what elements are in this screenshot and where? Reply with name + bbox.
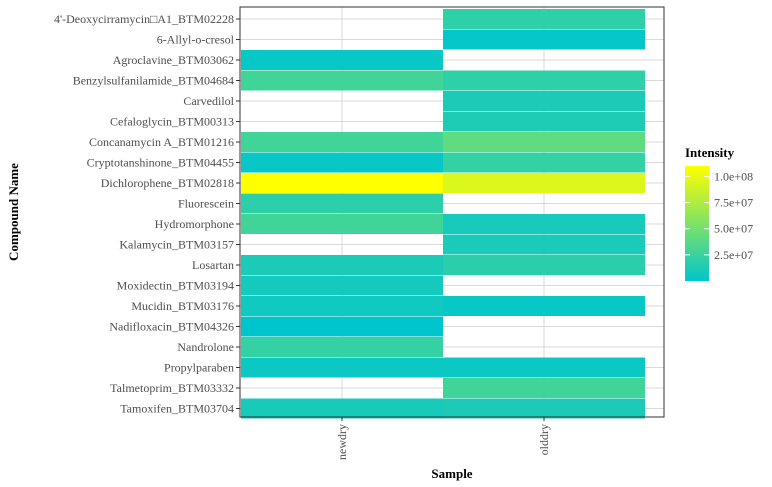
y-tick-labels: 4'-Deoxycirramycin□A1_BTM02228 6-Allyl-o-… [54,12,240,416]
heatmap-cell [443,111,645,132]
y-tick-label: Kalamycin_BTM03157 [119,238,234,252]
color-legend: Intensity 1.0e+08 7.5e+07 5.0e+07 2.5e+07 [685,145,753,281]
y-tick-label: Carvedilol [183,94,234,108]
heatmap-cell [443,378,645,398]
heatmap-cell [443,173,645,193]
y-tick-label: Dichlorophene_BTM02818 [101,176,234,190]
panel-border [239,6,665,418]
heatmap-cell [443,70,645,91]
heatmap-cell [443,398,645,419]
heatmap-cell [241,193,443,214]
heatmap-cell [241,296,443,316]
x-tick-label: newdry [335,424,349,460]
y-tick-label: 4'-Deoxycirramycin□A1_BTM02228 [54,12,234,26]
legend-tick-label: 5.0e+07 [714,222,753,236]
heatmap-cell [241,132,443,152]
heatmap-cell [443,132,645,152]
y-tick-label: Cryptotanshinone_BTM04455 [87,156,234,170]
heatmap-cell [443,255,645,275]
legend-colorbar [685,166,709,281]
heatmap-cells [241,9,645,419]
x-tick-labels: newdry olddry [335,417,551,460]
heatmap-cell [443,357,645,378]
y-tick-label: Mucidin_BTM03176 [131,299,234,313]
y-axis-title: Compound Name [6,163,21,261]
y-tick-label: Hydromorphone [155,217,234,231]
heatmap-cell [241,275,443,296]
y-tick-label: Fluorescein [178,197,234,211]
heatmap-cell [241,316,443,337]
legend-tick-label: 7.5e+07 [714,196,753,210]
legend-ticks: 1.0e+08 7.5e+07 5.0e+07 2.5e+07 [685,169,753,262]
heatmap-cell [241,214,443,234]
legend-tick-label: 2.5e+07 [714,248,753,262]
heatmap-cell [443,234,645,255]
x-tick-label: olddry [537,424,551,455]
heatmap-cell [241,50,443,70]
y-tick-label: Losartan [192,258,234,272]
heatmap-cell [241,255,443,275]
heatmap-cell [241,398,443,419]
heatmap-cell [443,29,645,50]
heatmap-cell [443,296,645,316]
heatmap-cell [241,152,443,173]
y-tick-label: Agroclavine_BTM03062 [113,53,234,67]
heatmap-cell [241,173,443,193]
y-tick-label: Benzylsulfanilamide_BTM04684 [73,74,234,88]
heatmap-cell [241,357,443,378]
y-tick-label: Concanamycin A_BTM01216 [89,135,234,149]
y-tick-label: Cefaloglycin_BTM00313 [110,115,234,129]
legend-tick-label: 1.0e+08 [714,169,753,183]
heatmap-cell [443,214,645,234]
y-tick-label: Propylparaben [164,361,234,375]
x-axis-title: Sample [431,466,472,481]
y-tick-label: Moxidectin_BTM03194 [117,279,234,293]
y-tick-label: Tamoxifen_BTM03704 [120,402,234,416]
heatmap-cell [443,9,645,29]
y-tick-label: 6-Allyl-o-cresol [157,33,235,47]
heatmap-cell [241,70,443,91]
legend-title: Intensity [685,145,735,160]
y-tick-label: Nadifloxacin_BTM04326 [109,320,234,334]
heatmap-cell [241,337,443,357]
heatmap-cell [443,91,645,111]
heatmap-cell [443,152,645,173]
y-tick-label: Nandrolone [177,340,234,354]
y-tick-label: Talmetoprim_BTM03332 [110,381,234,395]
